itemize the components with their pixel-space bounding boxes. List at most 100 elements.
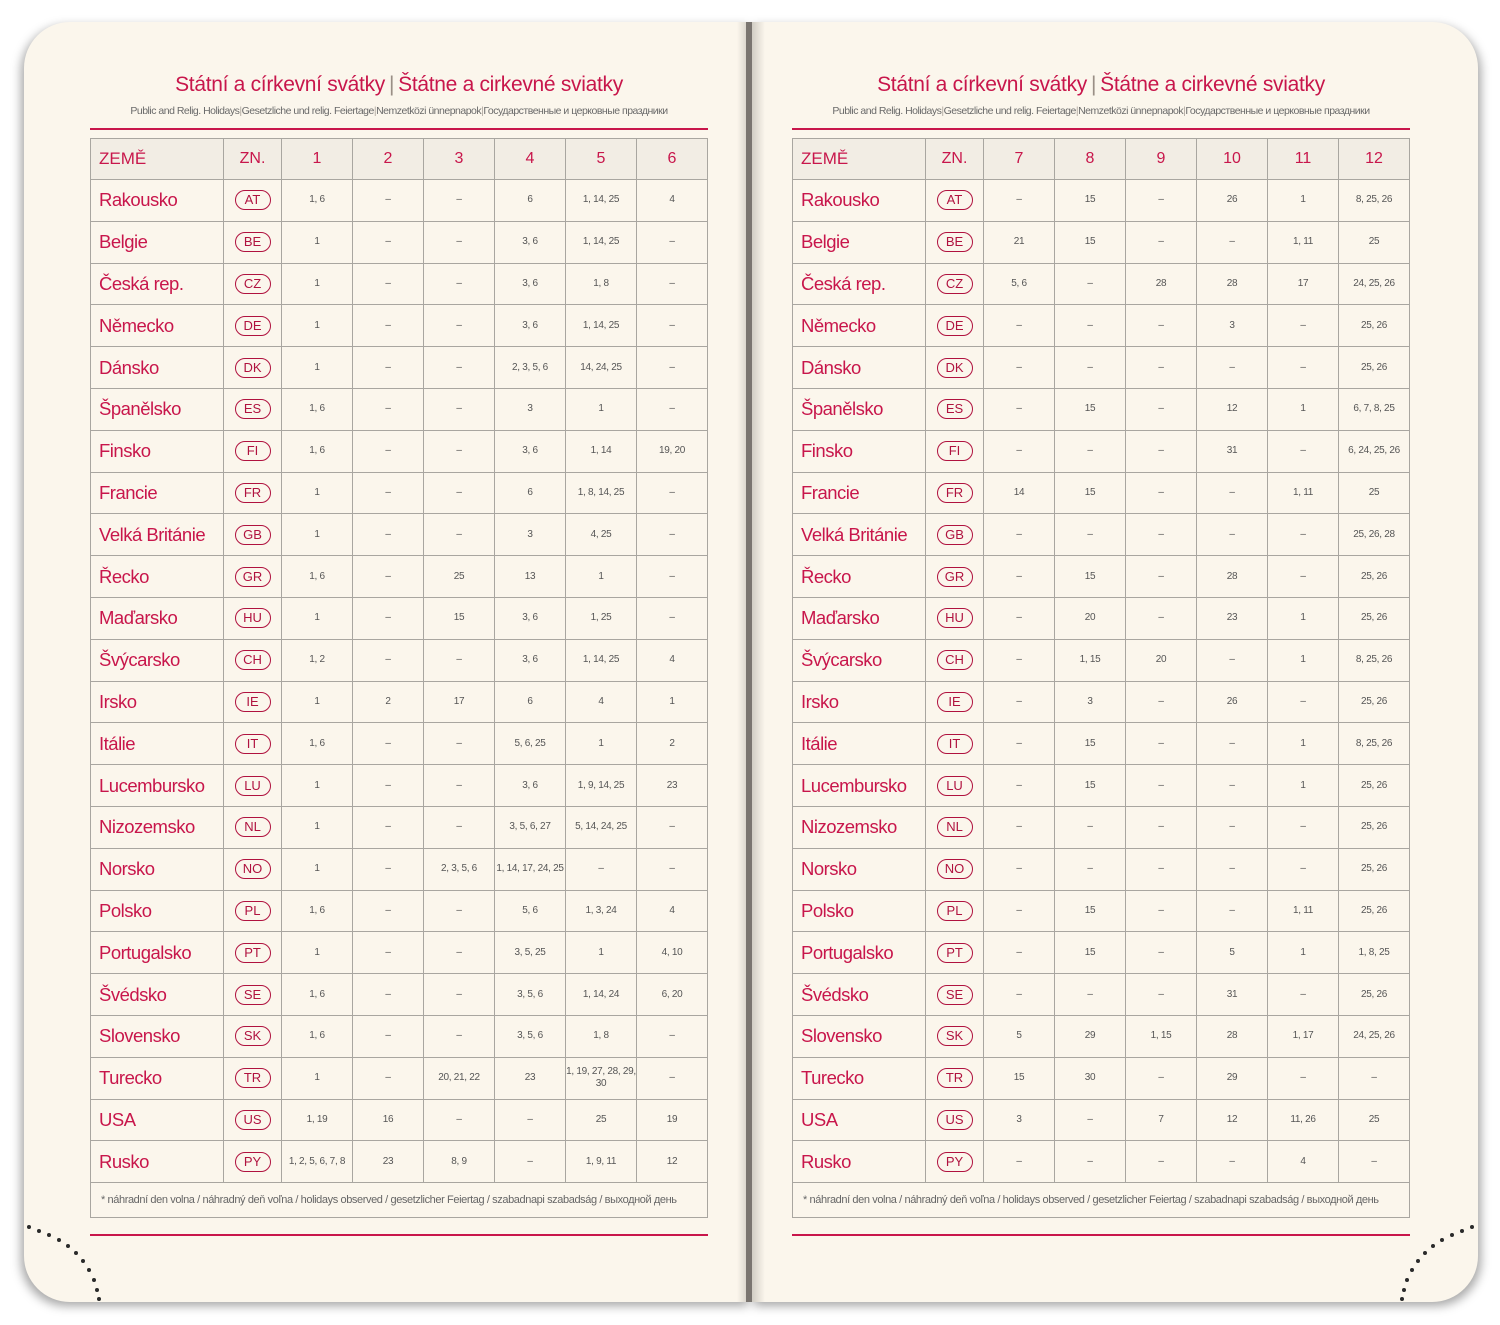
holiday-dates: – [423,429,495,473]
holiday-dates: 26 [1196,680,1268,724]
holiday-dates: 5, 6 [983,262,1055,306]
holiday-dates: – [1054,262,1126,306]
country-code-badge: PL [234,900,271,921]
holiday-dates: 3, 6 [494,220,566,264]
holiday-dates: – [983,596,1055,640]
holiday-dates: – [1267,973,1339,1016]
holiday-dates: 1 [1267,179,1339,222]
column-header-code: ZN. [925,138,984,180]
holiday-dates: – [983,847,1055,891]
holiday-dates: – [983,680,1055,724]
country-name: Španělsko [792,387,926,431]
holiday-dates: 12 [1196,387,1268,431]
holiday-dates: 29 [1196,1056,1268,1100]
holiday-dates: 25, 26 [1338,346,1410,389]
holiday-dates: – [983,805,1055,849]
column-header-month: 2 [352,138,424,180]
holiday-dates: – [636,471,708,515]
holiday-dates: 8, 25, 26 [1338,722,1410,766]
decorative-dot [81,1259,85,1263]
holiday-dates: – [423,304,495,348]
holiday-dates: – [983,1140,1055,1184]
holiday-dates: – [983,346,1055,389]
holiday-dates: 3, 5, 6 [494,1014,566,1058]
country-code-badge: NO [936,859,973,880]
holiday-dates: 1 [1267,596,1339,640]
holiday-dates: 20, 21, 22 [423,1056,495,1100]
holiday-dates: 1 [281,220,353,264]
decorative-dot [1470,1225,1474,1229]
holiday-dates: 1 [565,387,637,431]
country-name: Norsko [90,847,224,891]
holiday-dates: – [1267,513,1339,557]
country-name: Norsko [792,847,926,891]
holiday-dates: – [352,220,424,264]
country-name: Turecko [90,1056,224,1100]
holiday-dates: 1, 6 [281,387,353,431]
country-name: Polsko [792,889,926,933]
country-code-cell: FR [925,471,984,515]
country-code-badge: PT [234,942,271,963]
holiday-dates: 4 [636,638,708,682]
holiday-dates: 5, 14, 24, 25 [565,805,637,849]
country-code-cell: FI [925,429,984,473]
country-name: Španělsko [90,387,224,431]
decorative-dot [47,1233,51,1237]
holiday-dates: – [1267,346,1339,389]
decorative-dot [1402,1288,1406,1292]
holiday-dates: 28 [1125,262,1197,306]
country-name: Portugalsko [90,931,224,975]
holiday-dates: – [983,429,1055,473]
decorative-dot [74,1251,78,1255]
country-code-cell: BE [925,220,984,264]
holiday-dates: 25, 26 [1338,805,1410,849]
holiday-dates: – [1125,1140,1197,1184]
holiday-dates: 1 [636,680,708,724]
holiday-table-left: ZEMĚ ZN. 1 2 3 4 5 6 Rakousko AT 1, 6– –6 1, 14, 25… [90,138,708,1219]
holiday-dates: 15 [1054,764,1126,807]
country-code-cell: IT [925,722,984,766]
holiday-dates: 5 [983,1014,1055,1058]
country-name: Lucembursko [792,764,926,807]
holiday-dates: – [1196,805,1268,849]
table-row: Slovensko SK 5 29 1, 15 28 1, 17 24, 25, 26 [792,1014,1410,1058]
holiday-dates: 1, 6 [281,722,353,766]
holiday-dates: – [1125,764,1197,807]
holiday-dates: 12 [636,1140,708,1184]
holiday-dates: 20 [1054,596,1126,640]
country-code-cell: PL [223,889,282,933]
country-code-cell: US [223,1098,282,1142]
decorative-dot [92,1278,96,1282]
holiday-dates: 19, 20 [636,429,708,473]
country-code-cell: PY [223,1140,282,1184]
holiday-dates: – [423,764,495,807]
holiday-dates: – [352,513,424,557]
holiday-dates: 1, 6 [281,1014,353,1058]
country-code-badge: GB [234,524,271,545]
holiday-dates: – [1054,429,1126,473]
country-code-badge: HU [936,608,973,629]
holiday-dates: 15 [983,1056,1055,1100]
country-name: Finsko [792,429,926,473]
table-row: Portugalsko PT –15–5 1 1, 8, 25 [792,931,1410,975]
holiday-dates: – [636,1056,708,1100]
holiday-dates: – [1196,889,1268,933]
holiday-dates: 29 [1054,1014,1126,1058]
holiday-dates: 25, 26 [1338,304,1410,348]
country-code-badge: AT [936,190,973,211]
holiday-dates: – [1054,346,1126,389]
holiday-dates: 1, 9, 14, 25 [565,764,637,807]
holiday-dates: – [1267,805,1339,849]
country-code-cell: SK [223,1014,282,1058]
holiday-dates: 1 [1267,764,1339,807]
holiday-dates: 1, 14, 25 [565,638,637,682]
holiday-dates: 25, 26 [1338,680,1410,724]
country-code-badge: PY [936,1151,973,1172]
holiday-dates: 4 [1267,1140,1339,1184]
page-title: Státní a církevní svátky | Štátne a cirkev… [877,73,1325,96]
holiday-dates: – [352,555,424,598]
country-code-cell: CH [223,638,282,682]
column-header-month: 6 [636,138,708,180]
holiday-dates: – [983,638,1055,682]
column-header-month: 9 [1125,138,1197,180]
